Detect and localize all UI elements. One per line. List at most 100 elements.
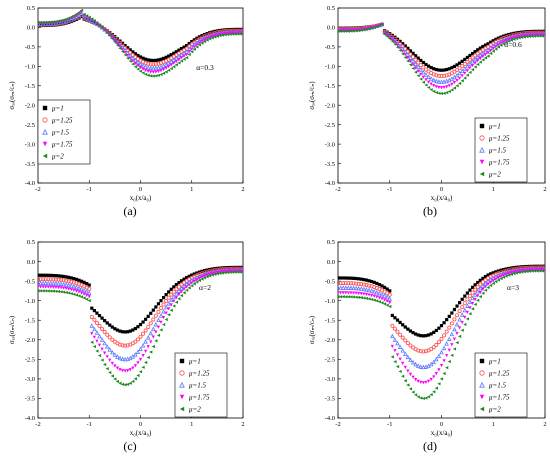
data-point — [238, 31, 243, 35]
data-point — [84, 288, 89, 294]
data-point — [140, 63, 146, 68]
data-point — [218, 270, 222, 274]
data-point — [195, 280, 199, 284]
data-point — [449, 321, 454, 326]
data-point — [179, 290, 184, 294]
data-point — [169, 287, 173, 291]
data-point — [458, 301, 462, 305]
data-point — [72, 292, 76, 296]
data-point — [388, 304, 392, 309]
data-point — [525, 33, 529, 38]
data-point — [126, 330, 130, 334]
data-point — [174, 300, 178, 304]
data-point — [59, 274, 63, 278]
legend-entry-label: μ=1.5 — [52, 129, 69, 137]
data-point — [370, 297, 374, 302]
data-point — [527, 268, 532, 272]
data-point — [514, 269, 519, 274]
data-point — [504, 268, 509, 273]
data-point — [169, 63, 173, 67]
data-point — [187, 52, 191, 57]
data-point — [61, 19, 66, 24]
data-point — [117, 355, 123, 361]
data-point — [455, 78, 459, 83]
data-point — [416, 60, 421, 65]
data-point — [107, 335, 112, 340]
data-point — [356, 281, 361, 286]
data-point — [105, 332, 110, 337]
data-point — [445, 354, 449, 358]
legend-marker — [479, 123, 485, 129]
data-point — [476, 280, 480, 285]
data-point — [411, 63, 415, 67]
data-point — [138, 66, 143, 70]
data-point — [483, 288, 488, 292]
data-point — [476, 59, 480, 63]
data-point — [385, 287, 389, 291]
data-point — [136, 361, 140, 365]
data-point — [228, 269, 232, 273]
data-point — [210, 34, 214, 39]
data-point — [205, 36, 209, 41]
data-point — [460, 64, 465, 69]
data-point — [185, 53, 189, 57]
legend-marker — [479, 171, 485, 177]
data-point — [46, 289, 50, 293]
data-point — [141, 331, 146, 336]
data-point — [445, 67, 449, 72]
data-point — [141, 56, 145, 60]
data-point — [473, 283, 477, 287]
data-point — [103, 318, 107, 323]
data-point — [46, 273, 50, 277]
data-point — [452, 307, 457, 312]
y-tick-label: -2.0 — [325, 102, 335, 109]
data-point — [432, 84, 436, 88]
data-point — [418, 364, 424, 369]
data-point — [450, 88, 454, 92]
data-point — [408, 372, 413, 376]
x-tick-label: -2 — [335, 421, 340, 428]
data-point — [357, 295, 361, 299]
data-point — [416, 395, 420, 399]
data-point — [364, 292, 369, 297]
legend-marker — [479, 159, 485, 165]
data-point — [401, 374, 405, 378]
data-point — [403, 55, 407, 59]
data-point — [437, 68, 441, 72]
data-point — [445, 366, 449, 370]
legend-marker — [479, 146, 485, 153]
data-point — [338, 281, 343, 286]
legend-entry-label: μ=1.25 — [489, 370, 510, 378]
data-point — [38, 280, 41, 286]
data-point — [395, 340, 400, 346]
data-point — [458, 76, 462, 80]
data-point — [385, 303, 389, 307]
data-point — [197, 41, 202, 45]
data-point — [146, 355, 150, 359]
data-point — [463, 294, 467, 298]
x-tick-label: 2 — [241, 421, 244, 428]
data-point — [458, 61, 462, 65]
data-point — [470, 295, 475, 301]
data-point — [351, 295, 356, 299]
data-point — [151, 65, 156, 71]
data-point — [504, 272, 508, 277]
data-point — [177, 48, 181, 52]
data-point — [499, 43, 503, 47]
data-point — [543, 270, 545, 272]
data-point — [472, 56, 478, 62]
data-point — [174, 291, 179, 296]
y-axis-label: σₓₔ(σₘ/cₙ) — [8, 81, 16, 110]
data-point — [357, 277, 361, 281]
data-point — [74, 289, 79, 293]
data-point — [416, 74, 420, 78]
data-point — [494, 44, 498, 49]
y-tick-label: 0.5 — [327, 239, 335, 246]
data-point — [507, 271, 511, 276]
x-tick-label: 0 — [139, 421, 142, 428]
data-point — [452, 86, 457, 90]
data-point — [509, 271, 513, 275]
data-point — [163, 304, 169, 310]
data-point — [197, 278, 202, 283]
data-point — [489, 280, 493, 285]
